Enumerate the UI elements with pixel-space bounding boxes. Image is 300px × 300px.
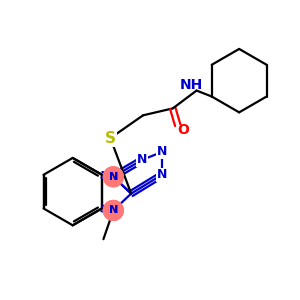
Text: S: S <box>105 130 116 146</box>
Text: N: N <box>157 146 167 158</box>
Text: O: O <box>177 123 189 137</box>
Text: NH: NH <box>180 78 203 92</box>
Text: N: N <box>109 172 118 182</box>
Circle shape <box>103 167 123 187</box>
Text: N: N <box>109 206 118 215</box>
Text: N: N <box>109 206 118 215</box>
Circle shape <box>103 200 123 220</box>
Text: N: N <box>137 153 147 167</box>
Circle shape <box>103 167 123 187</box>
Text: N: N <box>157 168 167 181</box>
Circle shape <box>103 200 123 220</box>
Text: N: N <box>109 172 118 182</box>
